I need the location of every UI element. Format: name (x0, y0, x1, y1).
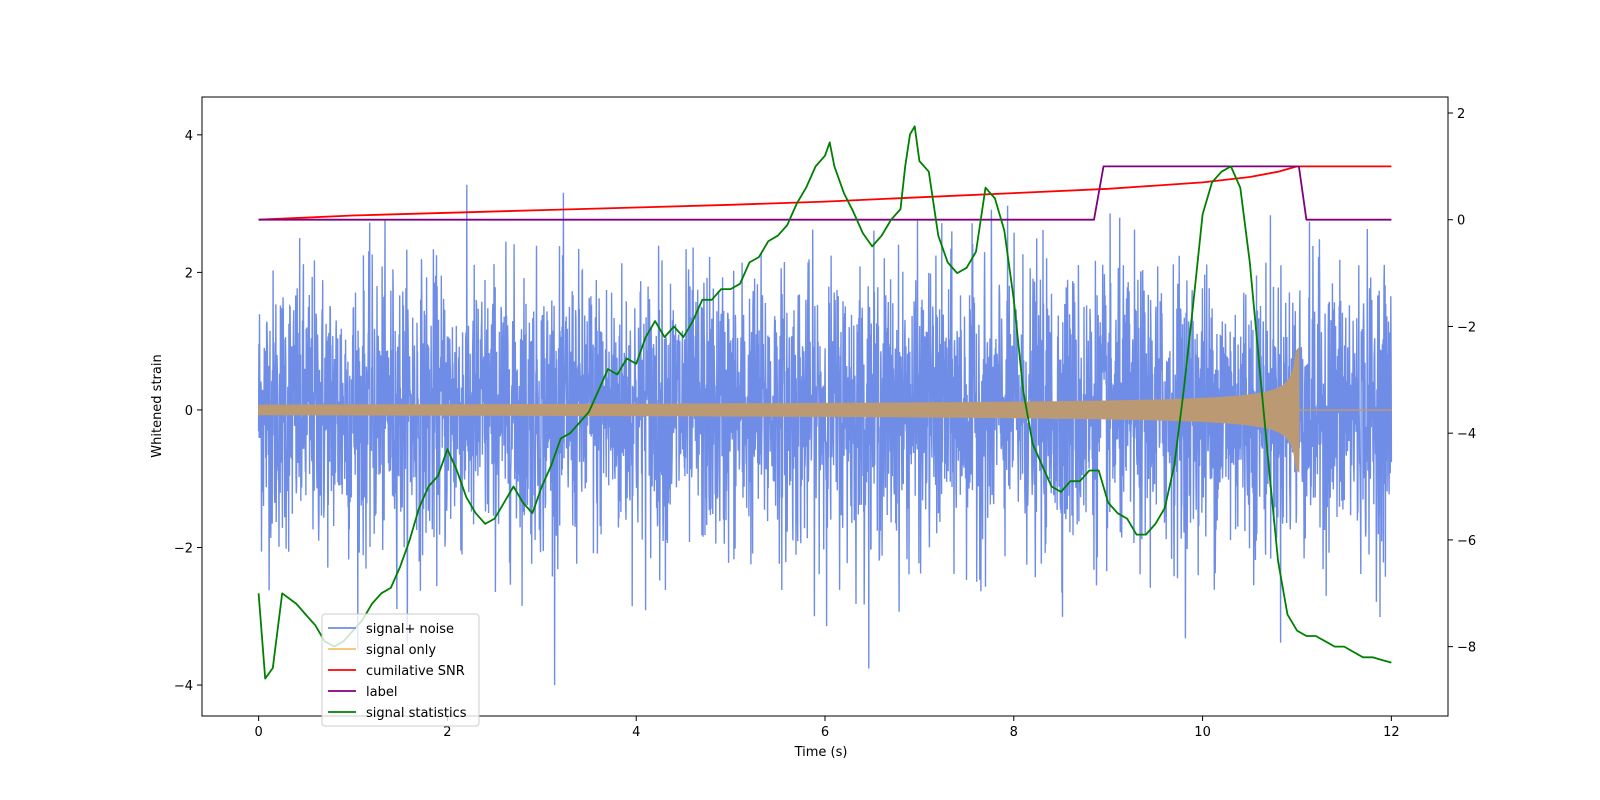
x-axis-label: Time (s) (794, 745, 848, 760)
series-cumulative-snr-line (258, 165, 1392, 221)
y-tick-label: 4 (185, 129, 193, 144)
x-tick-label: 10 (1194, 725, 1211, 740)
x-tick-label: 8 (1010, 725, 1018, 740)
y-tick-label: 0 (185, 404, 193, 419)
legend-label: signal+ noise (366, 622, 454, 637)
series-signal-noise-line (257, 184, 1393, 686)
x-tick-label: 2 (443, 725, 451, 740)
series-signal-noise-group (257, 184, 1393, 686)
y2-tick-label: −2 (1457, 320, 1476, 335)
legend: signal+ noise signal only cumilative SNR la… (321, 613, 480, 727)
y-tick-label: 2 (185, 266, 193, 281)
series-label-group (258, 165, 1392, 221)
y2-tick-label: −4 (1457, 427, 1476, 442)
series-signal-statistics-group (257, 125, 1392, 680)
y2-tick-label: 2 (1457, 107, 1465, 122)
legend-label: cumilative SNR (366, 664, 465, 679)
y2-tick-label: −6 (1457, 534, 1476, 549)
y-axis-right: −8 −6 −4 −2 0 2 (1448, 107, 1476, 656)
legend-label: signal only (366, 643, 436, 658)
x-tick-label: 4 (632, 725, 640, 740)
legend-label: label (366, 685, 397, 700)
x-tick-label: 6 (821, 725, 829, 740)
x-tick-label: 12 (1383, 725, 1400, 740)
series-signal-only-envelope (258, 346, 1300, 474)
y2-tick-label: 0 (1457, 214, 1465, 229)
y-tick-label: −2 (174, 541, 193, 556)
y-axis-label: Whitened strain (150, 354, 165, 457)
plot-area (257, 125, 1393, 686)
series-label-line (258, 165, 1392, 221)
y-axis-left: −4 −2 0 2 4 (174, 129, 202, 694)
y-tick-label: −4 (174, 679, 193, 694)
legend-label: signal statistics (366, 706, 467, 721)
series-signal-only-group (258, 346, 1392, 474)
series-signal-statistics-line (257, 125, 1392, 680)
legend-box (321, 613, 480, 727)
x-tick-label: 0 (254, 725, 262, 740)
y2-tick-label: −8 (1457, 641, 1476, 656)
series-cumulative-snr-group (258, 165, 1392, 221)
